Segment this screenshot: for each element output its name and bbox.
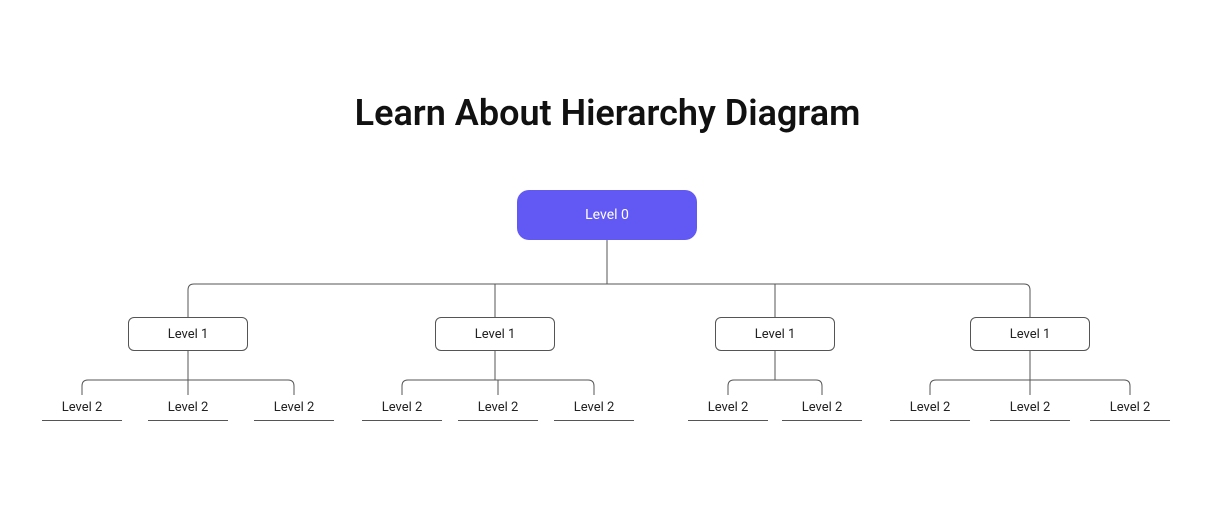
level2-node-3-2-label: Level 2 bbox=[1110, 400, 1151, 415]
level1-node-3: Level 1 bbox=[970, 317, 1090, 351]
level2-node-1-1-label: Level 2 bbox=[478, 400, 519, 415]
root-node: Level 0 bbox=[517, 190, 697, 240]
level2-node-0-2: Level 2 bbox=[254, 395, 334, 421]
level2-node-3-0-label: Level 2 bbox=[910, 400, 951, 415]
level2-node-0-2-label: Level 2 bbox=[274, 400, 315, 415]
level2-node-3-1-label: Level 2 bbox=[1010, 400, 1051, 415]
level1-node-3-label: Level 1 bbox=[1010, 327, 1051, 342]
level1-node-0: Level 1 bbox=[128, 317, 248, 351]
level2-node-0-0: Level 2 bbox=[42, 395, 122, 421]
connector-layer bbox=[0, 0, 1215, 507]
level2-node-2-1-label: Level 2 bbox=[802, 400, 843, 415]
level1-node-0-label: Level 1 bbox=[168, 327, 209, 342]
root-node-label: Level 0 bbox=[585, 207, 629, 223]
level2-node-1-2-label: Level 2 bbox=[574, 400, 615, 415]
level2-node-0-1: Level 2 bbox=[148, 395, 228, 421]
level1-node-2-label: Level 1 bbox=[755, 327, 796, 342]
level2-node-0-0-label: Level 2 bbox=[62, 400, 103, 415]
level2-node-1-0-label: Level 2 bbox=[382, 400, 423, 415]
level2-node-1-2: Level 2 bbox=[554, 395, 634, 421]
page-title: Learn About Hierarchy Diagram bbox=[0, 92, 1215, 134]
level2-node-2-1: Level 2 bbox=[782, 395, 862, 421]
level2-node-2-0: Level 2 bbox=[688, 395, 768, 421]
level2-node-3-1: Level 2 bbox=[990, 395, 1070, 421]
level2-node-1-1: Level 2 bbox=[458, 395, 538, 421]
level2-node-1-0: Level 2 bbox=[362, 395, 442, 421]
level1-node-1-label: Level 1 bbox=[475, 327, 516, 342]
level2-node-3-2: Level 2 bbox=[1090, 395, 1170, 421]
level1-node-1: Level 1 bbox=[435, 317, 555, 351]
level2-node-3-0: Level 2 bbox=[890, 395, 970, 421]
level1-node-2: Level 1 bbox=[715, 317, 835, 351]
level2-node-2-0-label: Level 2 bbox=[708, 400, 749, 415]
level2-node-0-1-label: Level 2 bbox=[168, 400, 209, 415]
